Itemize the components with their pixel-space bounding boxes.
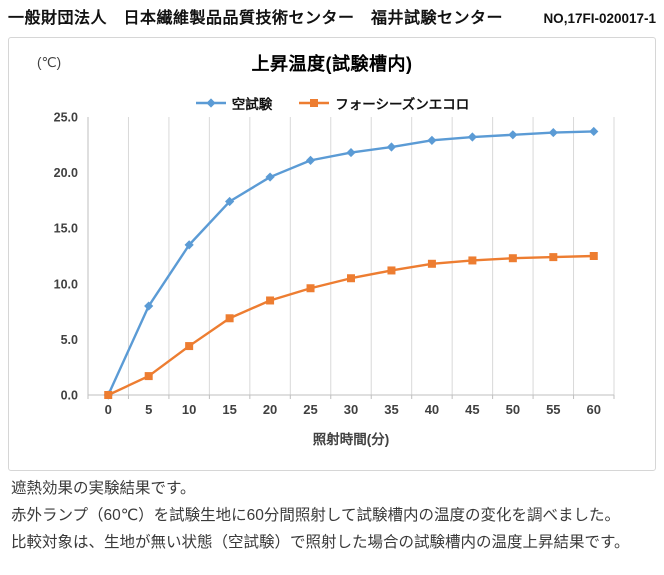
y-tick-labels: 0.0 5.0 10.0 15.0 20.0 25.0 — [54, 111, 78, 403]
report-header: 一般財団法人 日本繊維製品品質技術センター 福井試験センター NO,17FI-0… — [8, 4, 656, 28]
data-point-square — [306, 284, 315, 293]
note-line-1: 遮熱効果の実験結果です。 — [11, 480, 196, 497]
data-point-square — [144, 372, 153, 381]
y-tick-label: 10.0 — [54, 277, 78, 291]
organization-name: 一般財団法人 日本繊維製品品質技術センター 福井試験センター — [8, 10, 504, 27]
x-tick-label: 35 — [384, 402, 398, 417]
data-point-diamond — [346, 147, 356, 158]
data-point-diamond — [427, 135, 437, 145]
y-tick-label: 25.0 — [54, 111, 78, 125]
data-point-square — [589, 252, 598, 260]
axes — [87, 117, 614, 396]
data-point-diamond — [467, 132, 477, 142]
x-tick-label: 40 — [425, 402, 439, 417]
legend-diamond — [206, 98, 216, 108]
series-1 — [104, 252, 598, 399]
x-tick-label: 55 — [546, 402, 560, 417]
data-point-square — [225, 314, 234, 323]
x-tick-label: 60 — [587, 402, 601, 417]
legend-marker-diamond-icon — [195, 98, 226, 108]
x-tick-label: 20 — [263, 402, 277, 417]
legend-label-four-seasons-ecolo: フォーシーズンエコロ — [335, 97, 470, 112]
data-point-square — [266, 296, 275, 305]
x-tick-label: 25 — [303, 402, 317, 417]
y-tick-label: 20.0 — [54, 166, 78, 180]
data-point-diamond — [589, 126, 599, 137]
legend-label-blank-test: 空試験 — [231, 97, 273, 112]
note-line-3: 比較対象は、生地が無い状態（空試験）で照射した場合の試験槽内の温度上昇結果です。 — [11, 534, 630, 551]
data-point-square — [427, 259, 436, 268]
data-point-square — [104, 391, 113, 399]
legend-marker-square-icon — [299, 99, 330, 107]
chart-legend: 空試験 フォーシーズンエコロ — [9, 93, 655, 113]
data-point-diamond — [386, 142, 397, 152]
report-number: NO,17FI-020017-1 — [543, 11, 656, 26]
y-tick-label: 15.0 — [54, 222, 78, 236]
data-point-diamond — [305, 155, 316, 165]
plot-svg: 0.0 5.0 10.0 15.0 20.0 25.0 0 5 10 15 20 25 30 35 40 45… — [54, 111, 615, 447]
experiment-notes: 遮熱効果の実験結果です。 赤外ランプ（60℃）を試験生地に60分間照射して試験槽… — [11, 475, 657, 556]
x-tick-label: 5 — [145, 402, 152, 417]
legend-item-four-seasons-ecolo: フォーシーズンエコロ — [298, 93, 469, 113]
series-0 — [103, 126, 599, 400]
x-tick-label: 0 — [105, 402, 112, 417]
y-tick-label: 0.0 — [61, 389, 78, 403]
data-point-diamond — [225, 196, 235, 207]
chart-container: 0.0 5.0 10.0 15.0 20.0 25.0 0 5 10 15 20 25 30 35 40 45… — [8, 37, 656, 471]
legend-square — [310, 99, 319, 107]
y-axis-unit-label: (℃) — [37, 55, 62, 70]
data-point-square — [549, 253, 558, 262]
data-point-square — [387, 266, 396, 275]
data-point-square — [468, 256, 477, 265]
data-point-diamond — [265, 172, 275, 182]
data-point-diamond — [144, 301, 154, 311]
data-point-square — [508, 254, 517, 263]
series-line — [107, 130, 595, 397]
data-point-diamond — [548, 127, 558, 138]
x-tick-label: 30 — [344, 402, 358, 417]
y-tick-label: 5.0 — [61, 333, 78, 347]
x-tick-label: 10 — [182, 402, 196, 417]
x-tick-label: 15 — [222, 402, 236, 417]
data-point-square — [347, 274, 355, 283]
data-point-square — [185, 342, 194, 351]
data-point-diamond — [508, 130, 518, 140]
note-line-2: 赤外ランプ（60℃）を試験生地に60分間照射して試験槽内の温度の変化を調べました… — [11, 507, 620, 524]
x-axis-title: 照射時間(分) — [313, 431, 390, 447]
data-point-diamond — [184, 240, 194, 250]
x-tick-label: 50 — [506, 402, 520, 417]
x-tick-label: 45 — [465, 402, 479, 417]
x-tick-labels: 0 5 10 15 20 25 30 35 40 45 50 55 60 — [105, 402, 601, 417]
chart-title: 上昇温度(試験槽内) — [251, 54, 413, 74]
legend-item-blank-test: 空試験 — [195, 93, 273, 113]
